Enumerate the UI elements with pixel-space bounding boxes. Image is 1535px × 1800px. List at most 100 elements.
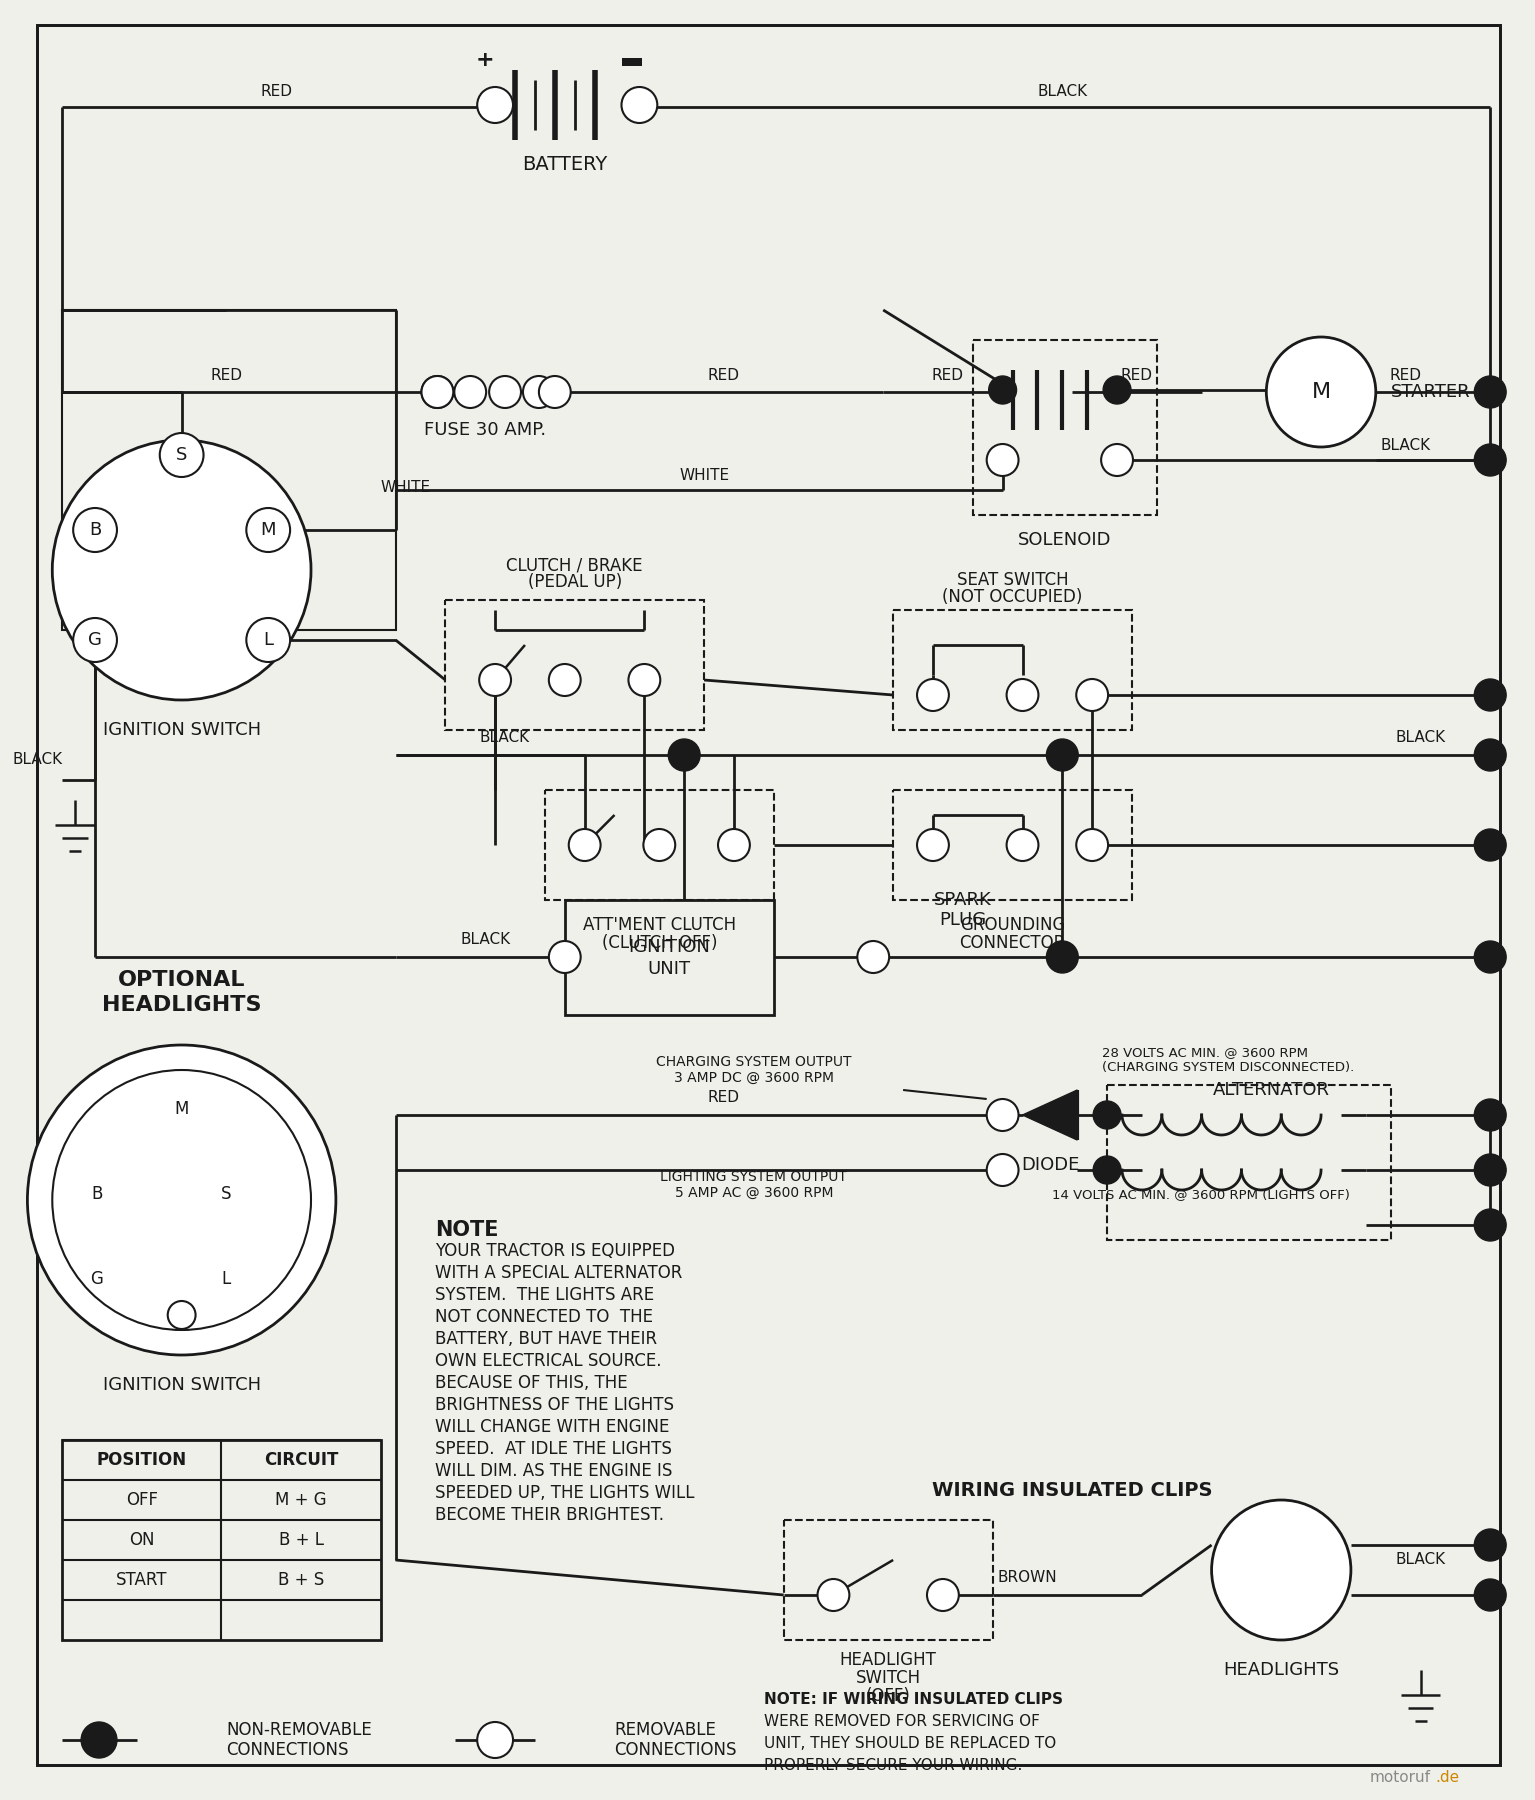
- Text: (OFF): (OFF): [866, 1687, 910, 1705]
- Text: BLACK: BLACK: [460, 932, 510, 947]
- Circle shape: [550, 664, 580, 697]
- Text: BLACK: BLACK: [480, 731, 530, 745]
- Circle shape: [718, 830, 751, 860]
- Text: NOTE: NOTE: [436, 1220, 499, 1240]
- Circle shape: [1007, 679, 1039, 711]
- Circle shape: [550, 941, 580, 974]
- Bar: [72, 1181, 121, 1208]
- Circle shape: [643, 830, 675, 860]
- Circle shape: [422, 376, 453, 409]
- Text: DIODE: DIODE: [1021, 1156, 1079, 1174]
- Text: START: START: [117, 1571, 167, 1589]
- Text: BRIGHTNESS OF THE LIGHTS: BRIGHTNESS OF THE LIGHTS: [436, 1397, 674, 1415]
- Circle shape: [422, 376, 453, 409]
- Text: SYSTEM.  THE LIGHTS ARE: SYSTEM. THE LIGHTS ARE: [436, 1285, 654, 1303]
- Text: CONNECTIONS: CONNECTIONS: [227, 1741, 348, 1759]
- Circle shape: [1474, 1154, 1506, 1186]
- Text: FUSE 30 AMP.: FUSE 30 AMP.: [424, 421, 546, 439]
- Text: WILL CHANGE WITH ENGINE: WILL CHANGE WITH ENGINE: [436, 1418, 669, 1436]
- Circle shape: [1474, 376, 1506, 409]
- Text: ON: ON: [129, 1532, 155, 1550]
- Circle shape: [1076, 830, 1108, 860]
- Text: S: S: [177, 446, 187, 464]
- Circle shape: [1474, 1100, 1506, 1130]
- Text: BLACK: BLACK: [1038, 85, 1087, 99]
- Polygon shape: [1022, 1091, 1078, 1139]
- Text: OPTIONAL: OPTIONAL: [118, 970, 246, 990]
- Text: BLACK: BLACK: [1380, 437, 1431, 452]
- Circle shape: [1047, 740, 1078, 770]
- Text: IGNITION SWITCH: IGNITION SWITCH: [103, 722, 261, 740]
- Text: GROUNDING: GROUNDING: [959, 916, 1065, 934]
- Text: (NOT OCCUPIED): (NOT OCCUPIED): [942, 589, 1082, 607]
- Circle shape: [1093, 1156, 1121, 1184]
- Circle shape: [668, 740, 700, 770]
- Text: ATT'MENT CLUTCH: ATT'MENT CLUTCH: [583, 916, 735, 934]
- Text: G: G: [87, 632, 101, 650]
- Text: OWN ELECTRICAL SOURCE.: OWN ELECTRICAL SOURCE.: [436, 1352, 662, 1370]
- Text: NON-REMOVABLE: NON-REMOVABLE: [227, 1721, 371, 1739]
- Text: HEADLIGHTS: HEADLIGHTS: [101, 995, 261, 1015]
- Circle shape: [160, 434, 204, 477]
- Circle shape: [477, 86, 513, 122]
- Text: SWITCH: SWITCH: [855, 1669, 921, 1687]
- Text: BLACK: BLACK: [1395, 1552, 1446, 1568]
- Text: ALTERNATOR: ALTERNATOR: [1213, 1082, 1329, 1100]
- Text: OFF: OFF: [126, 1490, 158, 1508]
- Circle shape: [1093, 1102, 1121, 1129]
- Text: BATTERY, BUT HAVE THEIR: BATTERY, BUT HAVE THEIR: [436, 1330, 657, 1348]
- Text: BLACK: BLACK: [12, 752, 63, 767]
- Text: RED: RED: [210, 367, 243, 383]
- Circle shape: [454, 376, 487, 409]
- Text: WILL DIM. AS THE ENGINE IS: WILL DIM. AS THE ENGINE IS: [436, 1462, 672, 1480]
- Circle shape: [628, 664, 660, 697]
- Circle shape: [1211, 1499, 1351, 1640]
- Text: BLACK: BLACK: [1395, 731, 1446, 745]
- Bar: [1107, 1085, 1391, 1240]
- Text: SPEED.  AT IDLE THE LIGHTS: SPEED. AT IDLE THE LIGHTS: [436, 1440, 672, 1458]
- Bar: [445, 599, 705, 731]
- Text: 14 VOLTS AC MIN. @ 3600 RPM (LIGHTS OFF): 14 VOLTS AC MIN. @ 3600 RPM (LIGHTS OFF): [1053, 1188, 1351, 1202]
- Text: M: M: [261, 520, 276, 538]
- Text: L: L: [262, 632, 273, 650]
- Circle shape: [1007, 830, 1039, 860]
- Text: WIRING INSULATED CLIPS: WIRING INSULATED CLIPS: [932, 1480, 1213, 1499]
- Circle shape: [1104, 376, 1131, 403]
- Circle shape: [1474, 445, 1506, 475]
- Text: (CLUTCH OFF): (CLUTCH OFF): [602, 934, 717, 952]
- Text: RED: RED: [708, 367, 740, 383]
- Circle shape: [539, 376, 571, 409]
- Text: SEAT SWITCH: SEAT SWITCH: [956, 571, 1068, 589]
- Text: SOLENOID: SOLENOID: [1018, 531, 1111, 549]
- Text: CHARGING SYSTEM OUTPUT
3 AMP DC @ 3600 RPM: CHARGING SYSTEM OUTPUT 3 AMP DC @ 3600 R…: [655, 1055, 852, 1085]
- Text: M + G: M + G: [275, 1490, 327, 1508]
- Text: RED: RED: [1121, 367, 1153, 383]
- Text: L: L: [221, 1271, 232, 1289]
- Text: CONNECTIONS: CONNECTIONS: [614, 1741, 737, 1759]
- Text: UNIT: UNIT: [648, 959, 691, 977]
- Circle shape: [167, 1301, 195, 1328]
- Text: B: B: [92, 1184, 103, 1202]
- Circle shape: [818, 1579, 849, 1611]
- Text: RED: RED: [708, 1089, 740, 1105]
- Text: LIGHTING SYSTEM OUTPUT
5 AMP AC @ 3600 RPM: LIGHTING SYSTEM OUTPUT 5 AMP AC @ 3600 R…: [660, 1170, 847, 1201]
- Text: RED: RED: [259, 85, 292, 99]
- Bar: [893, 790, 1131, 900]
- Bar: [63, 1440, 381, 1640]
- Text: NOT CONNECTED TO  THE: NOT CONNECTED TO THE: [436, 1309, 654, 1327]
- Text: +: +: [476, 50, 494, 70]
- Bar: [157, 1094, 207, 1123]
- Text: BECAUSE OF THIS, THE: BECAUSE OF THIS, THE: [436, 1373, 628, 1391]
- Circle shape: [1474, 1528, 1506, 1561]
- Text: RED: RED: [932, 367, 964, 383]
- Circle shape: [523, 376, 554, 409]
- Bar: [63, 310, 396, 630]
- Text: G: G: [91, 1271, 103, 1289]
- Circle shape: [916, 830, 949, 860]
- Text: WHITE: WHITE: [678, 468, 729, 482]
- Circle shape: [1076, 679, 1108, 711]
- Text: SPARK: SPARK: [933, 891, 992, 909]
- Circle shape: [987, 1154, 1019, 1186]
- Bar: [784, 1519, 993, 1640]
- Circle shape: [1474, 1579, 1506, 1611]
